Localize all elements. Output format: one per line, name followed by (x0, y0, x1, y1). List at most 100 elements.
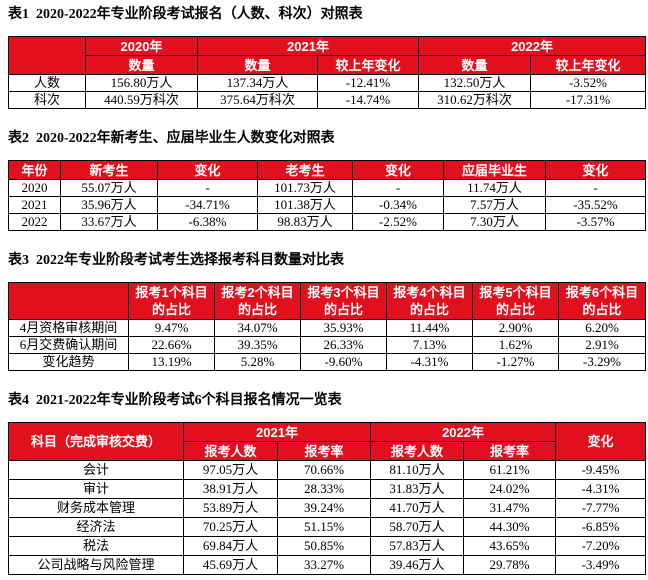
data-cell: -3.52% (530, 74, 647, 92)
data-cell: 28.33% (276, 479, 372, 499)
table-row: 6月交费确认期间 22.66% 39.35% 26.33% 7.13% 1.62… (8, 336, 646, 354)
data-cell: 137.34万人 (197, 74, 318, 92)
year-header-cell: 2022年 (370, 422, 557, 442)
data-cell: 2.91% (558, 336, 646, 354)
data-cell: -34.71% (157, 196, 258, 214)
data-cell: -35.52% (545, 196, 646, 214)
data-cell: -6.85% (555, 517, 647, 537)
header-cell: 应届毕业生 (443, 160, 546, 180)
data-cell: 440.59万科次 (85, 91, 198, 109)
data-cell: 39.24% (276, 498, 372, 518)
data-cell: -4.31% (555, 479, 647, 499)
header-cell: 新考生 (60, 160, 158, 180)
data-cell: 61.21% (463, 460, 557, 480)
table-row: 2022 33.67万人 -6.38% 98.83万人 -2.52% 7.30万… (8, 213, 646, 231)
data-cell: 58.70万人 (370, 517, 465, 537)
data-cell: 38.91万人 (183, 479, 278, 499)
data-cell: 11.44% (386, 319, 473, 337)
data-cell: 5.28% (214, 353, 301, 371)
table-row: 税法 69.84万人 50.85% 57.83万人 43.65% -7.20% (8, 536, 647, 556)
data-cell: 11.74万人 (443, 179, 546, 197)
table-row: 4月资格审核期间 9.47% 34.07% 35.93% 11.44% 2.90… (8, 319, 646, 337)
data-cell: -9.45% (555, 460, 647, 480)
table2-header-row: 年份 新考生 变化 老考生 变化 应届毕业生 变化 (8, 160, 646, 180)
data-cell: 33.67万人 (60, 213, 158, 231)
sub-header-cell: 较上年变化 (530, 55, 647, 75)
data-cell: -6.38% (157, 213, 258, 231)
year-header-cell: 2020年 (85, 36, 198, 56)
data-cell: -9.60% (300, 353, 387, 371)
table-row: 审计 38.91万人 28.33% 31.83万人 24.02% -4.31% (8, 479, 647, 499)
data-cell: 33.27% (276, 555, 372, 575)
data-cell: 98.83万人 (257, 213, 353, 231)
table-row: 财务成本管理 53.89万人 39.24% 41.70万人 31.47% -7.… (8, 498, 647, 518)
header-cell: 报考4个科目的占比 (386, 282, 473, 320)
data-cell: 55.07万人 (60, 179, 158, 197)
header-cell: 报考5个科目的占比 (472, 282, 559, 320)
table-row: 2021 35.96万人 -34.71% 101.38万人 -0.34% 7.5… (8, 196, 646, 214)
data-cell: 81.10万人 (370, 460, 465, 480)
row-label-cell: 经济法 (8, 517, 184, 537)
data-cell: - (352, 179, 444, 197)
data-cell: 51.15% (276, 517, 372, 537)
data-cell: 22.66% (128, 336, 215, 354)
data-cell: 70.66% (276, 460, 372, 480)
sub-header-cell: 数量 (197, 55, 318, 75)
data-cell: 13.19% (128, 353, 215, 371)
header-cell: 变化 (545, 160, 646, 180)
header-cell: 报考3个科目的占比 (300, 282, 387, 320)
row-label-cell: 2021 (8, 196, 61, 214)
header-cell: 老考生 (257, 160, 353, 180)
sub-header-cell: 数量 (85, 55, 198, 75)
row-label-cell: 6月交费确认期间 (8, 336, 129, 354)
data-cell: 35.96万人 (60, 196, 158, 214)
data-cell: 24.02% (463, 479, 557, 499)
data-cell: 26.33% (300, 336, 387, 354)
data-cell: 2.90% (472, 319, 559, 337)
data-cell: -12.41% (316, 74, 420, 92)
table4-corner-cell: 科目（完成审核交费） (8, 422, 184, 461)
table-row: 2020 55.07万人 - 101.73万人 - 11.74万人 - (8, 179, 646, 197)
year-header-cell: 2021年 (182, 422, 372, 442)
data-cell: -14.74% (316, 91, 420, 109)
data-cell: 132.50万人 (418, 74, 532, 92)
data-cell: 1.62% (472, 336, 559, 354)
data-cell: 50.85% (276, 536, 372, 556)
data-cell: 44.30% (463, 517, 557, 537)
row-label-cell: 审计 (8, 479, 184, 499)
table-row: 会计 97.05万人 70.66% 81.10万人 61.21% -9.45% (8, 460, 647, 480)
table4-six-subjects-overview: 科目（完成审核交费） 2021年 2022年 变化 报考人数 报考率 报考人数 … (8, 422, 647, 575)
row-label-cell: 人数 (8, 74, 86, 92)
table1-year-header-row: 2020年 2021年 2022年 (8, 36, 647, 75)
row-label-cell: 2022 (8, 213, 61, 231)
table4-title: 表4 2021-2022年专业阶段考试6个科目报名情况一览表 (8, 393, 342, 408)
data-cell: 41.70万人 (370, 498, 465, 518)
sub-header-cell: 报考率 (276, 441, 372, 461)
data-cell: 97.05万人 (183, 460, 278, 480)
row-label-cell: 财务成本管理 (8, 498, 184, 518)
header-cell: 年份 (8, 160, 61, 180)
table3-corner-cell (8, 282, 129, 320)
row-label-cell: 变化趋势 (8, 353, 129, 371)
row-label-cell: 税法 (8, 536, 184, 556)
data-cell: 31.83万人 (370, 479, 465, 499)
data-cell: 101.38万人 (257, 196, 353, 214)
row-label-cell: 公司战略与风险管理 (8, 555, 184, 575)
data-cell: 7.30万人 (443, 213, 546, 231)
data-cell: - (157, 179, 258, 197)
row-label-cell: 会计 (8, 460, 184, 480)
data-cell: 6.20% (558, 319, 646, 337)
data-cell: 57.83万人 (370, 536, 465, 556)
table1-registration-comparison: 2020年 2021年 2022年 数量 数量 较上年变化 数量 较上年变化 人… (8, 36, 647, 109)
row-label-cell: 2020 (8, 179, 61, 197)
data-cell: -4.31% (386, 353, 473, 371)
data-cell: 9.47% (128, 319, 215, 337)
data-cell: 101.73万人 (257, 179, 353, 197)
data-cell: -3.57% (545, 213, 646, 231)
table1-corner-cell (8, 36, 86, 75)
data-cell: 310.62万科次 (418, 91, 532, 109)
data-cell: 29.78% (463, 555, 557, 575)
row-label-cell: 4月资格审核期间 (8, 319, 129, 337)
change-header-cell: 变化 (555, 422, 647, 461)
